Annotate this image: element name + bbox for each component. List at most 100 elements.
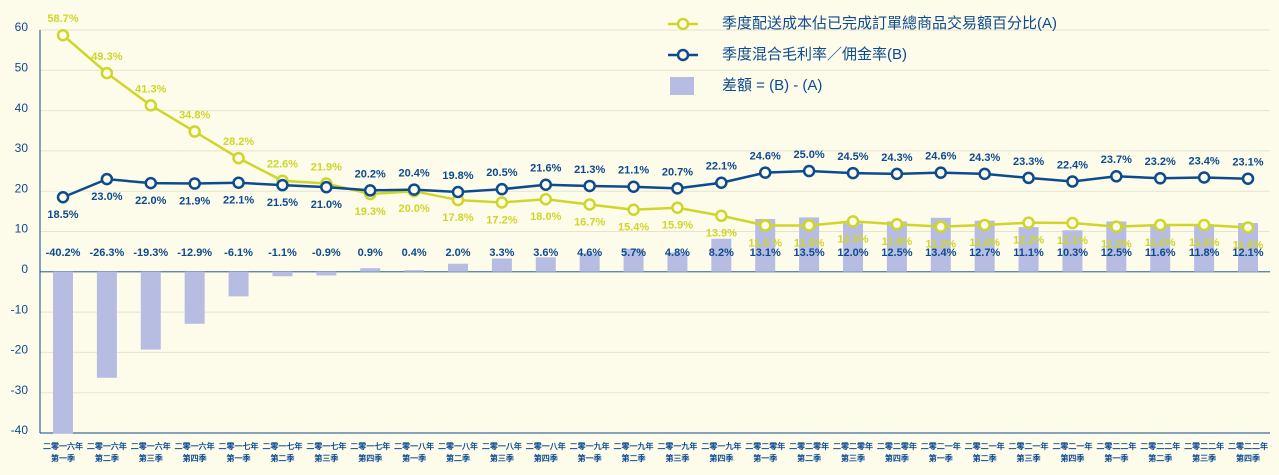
bar (228, 271, 249, 297)
point-label: 23.4% (1189, 155, 1220, 167)
bar-label: 5.7% (621, 247, 646, 259)
marker (232, 151, 245, 165)
x-tick-label: 二零一八年 第一季 (394, 442, 435, 463)
point-label: 11.0% (1233, 239, 1264, 251)
bar-label: -6.1% (224, 247, 253, 259)
bar-label: 12.1% (1232, 247, 1263, 259)
legend-marker (676, 17, 690, 31)
bar-label: 4.6% (577, 247, 602, 259)
marker (451, 185, 465, 199)
marker (56, 190, 70, 204)
marker (934, 166, 948, 179)
marker (802, 164, 816, 178)
legend-label: 季度混合毛利率／佣金率(B) (722, 46, 907, 63)
point-label: 49.3% (91, 51, 122, 63)
bar (140, 271, 161, 350)
bar-label: 13.4% (925, 247, 956, 259)
bar-label: 3.6% (533, 247, 558, 259)
bar (667, 252, 688, 272)
point-label: 17.8% (442, 212, 473, 224)
point-label: 22.0% (135, 195, 166, 207)
point-label: 11.5 % (748, 237, 782, 249)
point-label: 12.2% (1013, 235, 1044, 247)
y-tick-label: 0 (21, 262, 28, 276)
y-tick-label: 60 (15, 20, 29, 34)
point-label: 17.2% (486, 214, 517, 226)
y-tick-label: 20 (15, 181, 29, 195)
x-tick-label: 二零一九年 第一季 (569, 442, 610, 463)
bar-label: 11.1% (1013, 247, 1044, 259)
marker (1197, 218, 1211, 232)
marker (144, 99, 158, 112)
bar-label: 12.5% (881, 247, 912, 259)
point-label: 28.2% (223, 136, 254, 148)
point-label: 22.1% (223, 195, 254, 207)
marker (890, 217, 904, 231)
x-tick-label: 二零一六年 第二季 (86, 442, 127, 463)
point-label: 21.0% (311, 199, 342, 211)
bar-label: 4.8% (665, 247, 690, 259)
marker (802, 219, 816, 232)
bar (272, 271, 293, 277)
marker (846, 166, 860, 180)
legend-label: 差額 = (B) - (A) (722, 77, 822, 94)
marker (1153, 218, 1167, 232)
x-tick-label: 二零二二年 第四季 (1228, 442, 1268, 463)
bar-label: 0.9% (358, 247, 383, 259)
point-label: 15.9% (662, 220, 693, 232)
marker (715, 176, 728, 189)
marker (188, 125, 201, 138)
bar (535, 257, 556, 272)
point-label: 20.4% (399, 167, 430, 179)
legend-marker (676, 48, 690, 62)
bar-label: 12.7% (969, 247, 1000, 259)
point-label: 21.9% (311, 161, 342, 173)
x-tick-label: 二零一六年 第三季 (130, 442, 171, 463)
bar (1150, 225, 1171, 272)
marker (583, 198, 596, 211)
marker (846, 215, 860, 228)
bar-label: -40.2% (46, 247, 81, 259)
marker (100, 66, 114, 80)
point-label: 21.1% (618, 165, 649, 177)
bar (96, 271, 117, 378)
point-label: 18.5% (47, 209, 78, 221)
point-label: 11.2% (1101, 239, 1132, 251)
bar-label: 13.5% (794, 247, 825, 259)
marker (100, 172, 114, 186)
marker (1241, 221, 1255, 234)
point-label: 22.4% (1057, 159, 1088, 171)
bar (360, 268, 381, 272)
y-tick-label: 10 (15, 222, 29, 236)
x-tick-label: 二零一六年 第一季 (43, 442, 83, 463)
point-label: 11.2% (925, 239, 956, 251)
x-tick-label: 二零二一年 第一季 (920, 442, 961, 463)
marker (1066, 216, 1079, 230)
x-tick-label: 二零一九年 第三季 (657, 442, 698, 463)
x-tick-label: 二零一九年 第二季 (613, 442, 654, 463)
x-tick-label: 二零二二年 第二季 (1140, 442, 1181, 463)
point-label: 58.7% (47, 13, 78, 25)
y-tick-label: -20 (11, 343, 29, 357)
x-tick-label: 二零一七年 第二季 (262, 442, 303, 463)
x-tick-label: 二零二二年 第三季 (1184, 442, 1225, 463)
x-tick-label: 二零一八年 第四季 (525, 442, 566, 463)
y-tick-label: -10 (11, 302, 29, 316)
point-label: 24.5% (837, 151, 868, 163)
marker (1110, 170, 1123, 183)
point-label: 21.5% (267, 197, 298, 209)
point-label: 16.7% (574, 216, 605, 228)
bar-label: 12.5% (1101, 247, 1132, 259)
point-label: 21.6% (530, 163, 561, 175)
marker (890, 167, 904, 181)
bar-label: 11.6% (1145, 247, 1176, 259)
point-label: 23.3% (1013, 156, 1044, 168)
bar (1238, 223, 1258, 272)
y-tick-label: 30 (15, 141, 29, 155)
point-label: 22.1% (706, 161, 737, 173)
point-label: 34.8% (179, 109, 210, 121)
marker (934, 220, 948, 233)
point-label: 18.0% (530, 211, 561, 223)
marker (188, 177, 201, 190)
